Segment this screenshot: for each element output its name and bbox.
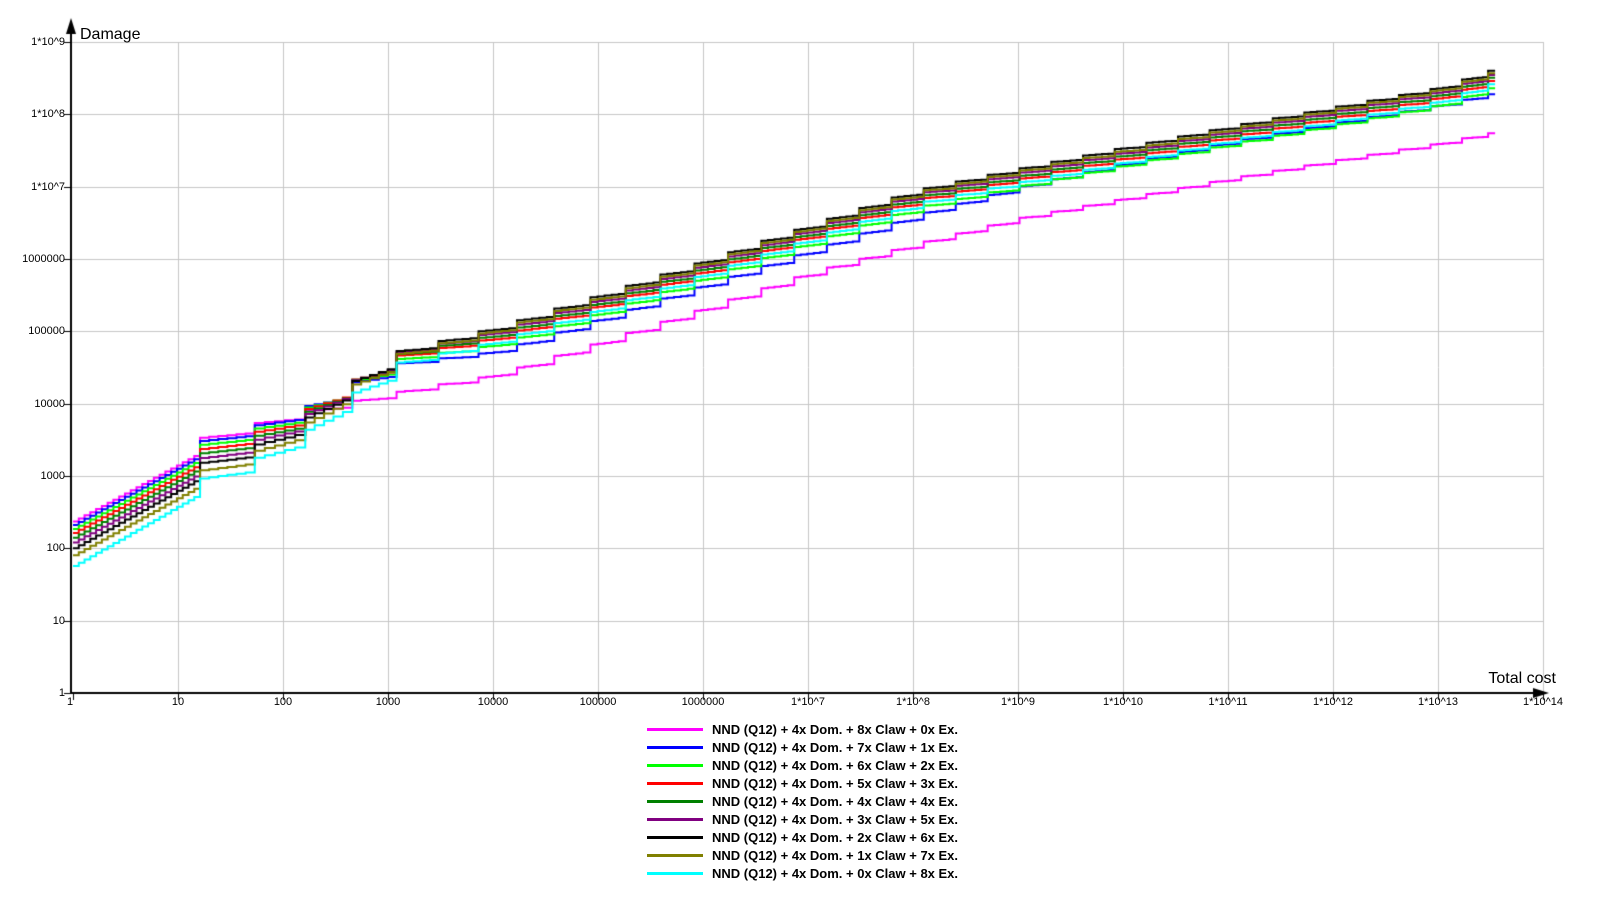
legend-label: NND (Q12) + 4x Dom. + 7x Claw + 1x Ex. bbox=[712, 739, 959, 755]
legend-color-line bbox=[647, 745, 703, 749]
legend-item: NND (Q12) + 4x Dom. + 8x Claw + 0x Ex. bbox=[647, 720, 958, 738]
x-tick-label: 1*10^13 bbox=[1417, 696, 1459, 708]
x-tick-label: 1*10^12 bbox=[1312, 696, 1354, 708]
legend-color-line bbox=[647, 799, 703, 803]
legend-label: NND (Q12) + 4x Dom. + 0x Claw + 8x Ex. bbox=[712, 865, 959, 881]
y-tick-label: 1000000 bbox=[22, 253, 65, 266]
legend-color-line bbox=[647, 781, 703, 785]
legend-color-line bbox=[647, 727, 703, 731]
y-tick-label: 10 bbox=[52, 614, 65, 627]
x-tick-label: 100 bbox=[273, 696, 293, 708]
x-tick-label: 1*10^8 bbox=[896, 696, 930, 708]
legend-color-line bbox=[647, 763, 703, 767]
y-tick-label: 1*10^9 bbox=[31, 36, 65, 49]
legend: NND (Q12) + 4x Dom. + 8x Claw + 0x Ex. NN… bbox=[647, 720, 958, 882]
legend-label: NND (Q12) + 4x Dom. + 2x Claw + 6x Ex. bbox=[712, 829, 959, 845]
legend-label: NND (Q12) + 4x Dom. + 6x Claw + 2x Ex. bbox=[712, 757, 959, 773]
y-axis-title: Damage bbox=[80, 26, 141, 43]
legend-item: NND (Q12) + 4x Dom. + 4x Claw + 4x Ex. bbox=[647, 792, 958, 810]
y-tick-label: 10000 bbox=[34, 397, 65, 410]
legend-color-line bbox=[647, 835, 703, 839]
legend-color-line bbox=[647, 817, 703, 821]
legend-label: NND (Q12) + 4x Dom. + 1x Claw + 7x Ex. bbox=[712, 847, 959, 863]
y-tick-label: 100000 bbox=[28, 325, 65, 338]
legend-item: NND (Q12) + 4x Dom. + 7x Claw + 1x Ex. bbox=[647, 738, 958, 756]
legend-label: NND (Q12) + 4x Dom. + 8x Claw + 0x Ex. bbox=[712, 721, 959, 737]
x-tick-label: 1*10^11 bbox=[1208, 696, 1248, 708]
x-tick-label: 1*10^7 bbox=[791, 696, 825, 708]
legend-item: NND (Q12) + 4x Dom. + 1x Claw + 7x Ex. bbox=[647, 846, 958, 864]
x-tick-label: 1000000 bbox=[681, 696, 725, 708]
legend-item: NND (Q12) + 4x Dom. + 2x Claw + 6x Ex. bbox=[647, 828, 958, 846]
legend-color-line bbox=[647, 871, 703, 875]
legend-item: NND (Q12) + 4x Dom. + 3x Claw + 5x Ex. bbox=[647, 810, 958, 828]
x-tick-label: 1*10^10 bbox=[1102, 696, 1144, 708]
y-tick-label: 1*10^7 bbox=[31, 180, 65, 193]
legend-item: NND (Q12) + 4x Dom. + 0x Claw + 8x Ex. bbox=[647, 864, 958, 882]
x-tick-label: 1*10^14 bbox=[1522, 696, 1564, 708]
legend-label: NND (Q12) + 4x Dom. + 5x Claw + 3x Ex. bbox=[712, 775, 959, 791]
x-tick-label: 10 bbox=[171, 696, 185, 708]
x-tick-label: 1000 bbox=[375, 696, 401, 708]
legend-color-line bbox=[647, 853, 703, 857]
legend-label: NND (Q12) + 4x Dom. + 3x Claw + 5x Ex. bbox=[712, 811, 959, 827]
y-tick-label: 1 bbox=[58, 687, 65, 699]
y-tick-label: 1*10^8 bbox=[31, 108, 65, 121]
y-tick-label: 1000 bbox=[40, 470, 65, 482]
legend-label: NND (Q12) + 4x Dom. + 4x Claw + 4x Ex. bbox=[712, 793, 959, 809]
x-tick-label: 10000 bbox=[477, 696, 509, 708]
x-tick-label: 1 bbox=[66, 696, 74, 708]
y-tick-label: 100 bbox=[46, 542, 65, 555]
legend-item: NND (Q12) + 4x Dom. + 6x Claw + 2x Ex. bbox=[647, 756, 958, 774]
x-axis-title: Total cost bbox=[1488, 670, 1556, 687]
x-tick-label: 1*10^9 bbox=[1001, 696, 1035, 708]
x-tick-label: 100000 bbox=[579, 696, 617, 708]
legend-item: NND (Q12) + 4x Dom. + 5x Claw + 3x Ex. bbox=[647, 774, 958, 792]
